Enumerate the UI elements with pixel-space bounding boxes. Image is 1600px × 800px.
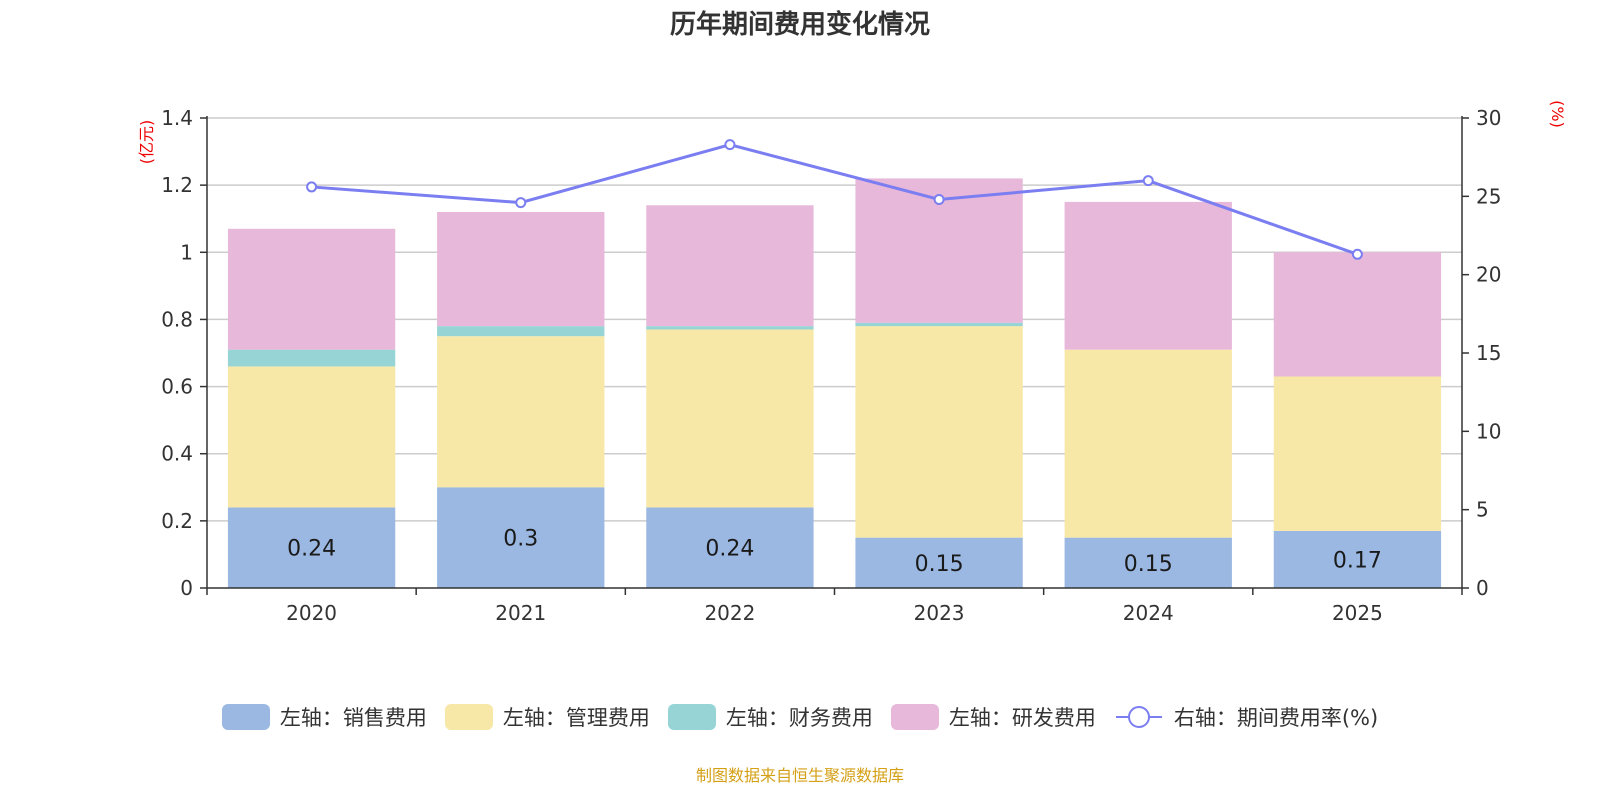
bar-segment-2021-3	[437, 326, 605, 337]
data-label: 0.3	[503, 527, 538, 552]
legend-swatch	[444, 704, 493, 730]
bar-segment-2021-1	[437, 487, 605, 588]
bar-segment-2023-1	[855, 537, 1023, 588]
line-point-rate	[515, 197, 527, 209]
x-axis-tick-label: 2020	[286, 601, 337, 625]
bar-segment-2020-4	[227, 228, 396, 350]
x-axis-tick-label: 2025	[1332, 601, 1383, 625]
legend-item[interactable]: 左轴：管理费用	[444, 702, 650, 732]
right-axis-name: (%)	[1548, 100, 1567, 128]
bar-segment-2022-2	[646, 329, 814, 508]
bar-segment-2022-1	[646, 507, 814, 588]
left-axis-tick-label: 0	[180, 576, 193, 600]
legend-label: 左轴：管理费用	[502, 706, 650, 730]
right-axis-tick-label: 10	[1476, 419, 1501, 443]
right-axis-tick-label: 0	[1476, 576, 1489, 600]
left-axis-name: (亿元)	[137, 120, 156, 165]
line-point-rate	[1142, 175, 1154, 187]
left-axis-tick-label: 1	[180, 240, 193, 264]
data-label: 0.17	[1333, 548, 1382, 573]
bar-segment-2023-3	[855, 322, 1023, 327]
source-note: 制图数据来自恒生聚源数据库	[695, 766, 904, 785]
data-label: 0.15	[1124, 552, 1173, 577]
line-point-rate	[306, 181, 318, 193]
bar-segment-2024-4	[1064, 201, 1232, 350]
right-axis-tick-label: 15	[1476, 341, 1501, 365]
bar-segment-2021-4	[437, 212, 605, 327]
legend-line-marker-icon	[1115, 706, 1162, 728]
right-axis-tick-label: 20	[1476, 263, 1501, 287]
legend-label: 左轴：财务费用	[725, 706, 873, 730]
data-label: 0.15	[915, 552, 964, 577]
left-axis-tick-label: 0.6	[161, 375, 193, 399]
legend-item[interactable]: 左轴：销售费用	[221, 702, 427, 732]
bar-segment-2022-3	[646, 326, 814, 330]
right-axis-tick-label: 25	[1476, 184, 1501, 208]
data-label: 0.24	[705, 537, 754, 562]
legend-item[interactable]: 左轴：研发费用	[890, 702, 1096, 732]
left-axis-tick-label: 1.4	[161, 106, 193, 130]
legend-item[interactable]: 右轴：期间费用率(%)	[1114, 702, 1378, 732]
bar-segment-2020-2	[227, 366, 396, 508]
bar-segment-2024-2	[1064, 349, 1232, 538]
legend-label: 右轴：期间费用率(%)	[1173, 706, 1379, 730]
x-axis-tick-label: 2021	[495, 601, 546, 625]
left-axis-tick-label: 0.4	[161, 442, 193, 466]
bar-segment-2024-1	[1064, 537, 1232, 588]
bar-segment-2025-2	[1273, 376, 1442, 531]
bar-segment-2020-1	[227, 507, 396, 588]
line-point-rate	[933, 193, 945, 205]
line-series-rate	[311, 143, 1358, 256]
legend-label: 左轴：研发费用	[948, 706, 1096, 730]
data-label: 0.24	[287, 537, 336, 562]
chart-legend: 左轴：销售费用 左轴：管理费用 左轴：财务费用 左轴：研发费用 右轴：期间费用率(%)	[0, 702, 1600, 732]
legend-swatch	[667, 704, 716, 730]
right-axis-tick-label: 30	[1476, 106, 1501, 130]
legend-swatch	[890, 704, 939, 730]
bar-segment-2020-3	[227, 349, 396, 367]
line-point-rate	[1351, 248, 1363, 260]
x-axis-tick-label: 2022	[704, 601, 755, 625]
legend-item[interactable]: 左轴：财务费用	[667, 702, 873, 732]
chart-canvas: 0.24 0.3 0.24 0.15 0.15 0.17 0 0.2 0.4 0.6 0.8 1 1.2…	[137, 100, 1567, 625]
bar-segment-2025-1	[1273, 530, 1442, 588]
x-axis-tick-label: 2023	[914, 601, 965, 625]
left-axis-tick-label: 0.8	[161, 307, 193, 331]
bar-segment-2022-4	[646, 205, 814, 327]
right-axis-tick-label: 5	[1476, 498, 1489, 522]
bar-segment-2023-2	[855, 326, 1023, 538]
legend-swatch	[221, 704, 270, 730]
left-axis-tick-label: 1.2	[161, 173, 193, 197]
left-axis-tick-label: 0.2	[161, 509, 193, 533]
legend-label: 左轴：销售费用	[279, 706, 427, 730]
bar-segment-2021-2	[437, 336, 605, 488]
line-point-rate	[724, 139, 736, 151]
x-axis-tick-label: 2024	[1123, 601, 1174, 625]
chart-title: 历年期间费用变化情况	[669, 10, 930, 40]
bar-segment-2025-4	[1273, 252, 1442, 377]
